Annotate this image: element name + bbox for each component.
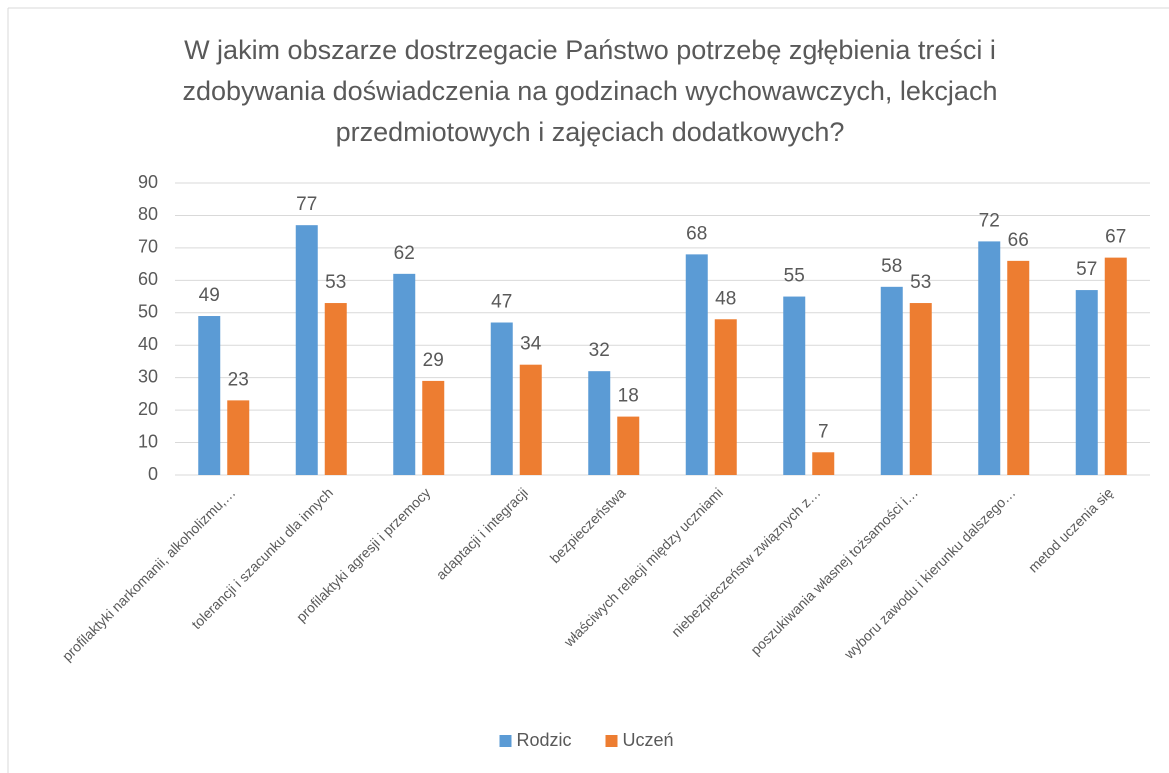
data-label: 7: [818, 421, 829, 442]
data-label: 67: [1105, 227, 1126, 248]
bar: [295, 225, 318, 475]
legend-label: Rodzic: [517, 730, 572, 750]
y-tick-label: 20: [138, 399, 158, 419]
y-tick-label: 60: [138, 269, 158, 289]
bar: [490, 322, 513, 475]
data-label: 34: [520, 334, 542, 355]
x-tick-label: wyboru zawodu i kierunku dalszego…: [840, 484, 1018, 662]
bar: [198, 316, 221, 475]
data-label: 29: [423, 350, 444, 371]
data-label: 68: [686, 223, 707, 244]
bar: [324, 303, 347, 475]
y-tick-label: 0: [148, 464, 158, 484]
data-label: 32: [589, 340, 610, 361]
bar: [909, 303, 932, 475]
y-tick-label: 90: [138, 172, 158, 192]
x-tick-label: adaptacji i integracji: [433, 484, 531, 582]
data-label: 23: [228, 369, 249, 390]
y-tick-label: 80: [138, 204, 158, 224]
bar: [422, 380, 445, 475]
bar: [1007, 260, 1030, 475]
y-tick-label: 50: [138, 302, 158, 322]
bar: [588, 371, 611, 475]
x-tick-label: metod uczenia się: [1025, 484, 1116, 575]
bar: [617, 416, 640, 475]
data-label: 47: [491, 292, 512, 313]
bar: [812, 452, 835, 475]
bar: [685, 254, 708, 475]
bar: [1075, 290, 1098, 475]
chart-title: W jakim obszarze dostrzegacie Państwo po…: [182, 35, 998, 147]
data-label: 53: [910, 272, 931, 293]
bar: [1104, 257, 1127, 475]
bar: [393, 273, 416, 475]
y-tick-label: 10: [138, 431, 158, 451]
bar: [714, 319, 737, 475]
x-tick-label: bezpieczeństwa: [547, 484, 629, 566]
bar: [227, 400, 250, 475]
data-label: 18: [618, 386, 639, 407]
legend-swatch: [499, 735, 512, 747]
x-tick-label: poszukiwania własnej tożsamości i…: [747, 484, 921, 658]
y-tick-label: 30: [138, 366, 158, 386]
bar: [880, 286, 903, 475]
data-label: 66: [1008, 230, 1029, 251]
data-label: 53: [325, 272, 346, 293]
data-label: 58: [881, 256, 902, 277]
bar: [978, 241, 1001, 475]
x-tick-label: właściwych relacji między uczniami: [560, 484, 726, 650]
data-label: 72: [979, 210, 1000, 231]
bar: [519, 364, 542, 475]
x-tick-label: profilaktyki narkomanii, alkoholizmu,…: [59, 484, 239, 664]
y-tick-label: 40: [138, 334, 158, 354]
legend-swatch: [605, 735, 618, 747]
data-label: 49: [199, 285, 220, 306]
data-label: 55: [784, 266, 805, 287]
legend-label: Uczeń: [623, 730, 674, 750]
data-label: 62: [394, 243, 415, 264]
bar: [783, 296, 806, 475]
data-label: 77: [296, 194, 317, 215]
y-tick-label: 70: [138, 237, 158, 257]
data-label: 57: [1076, 259, 1097, 280]
data-label: 48: [715, 288, 736, 309]
